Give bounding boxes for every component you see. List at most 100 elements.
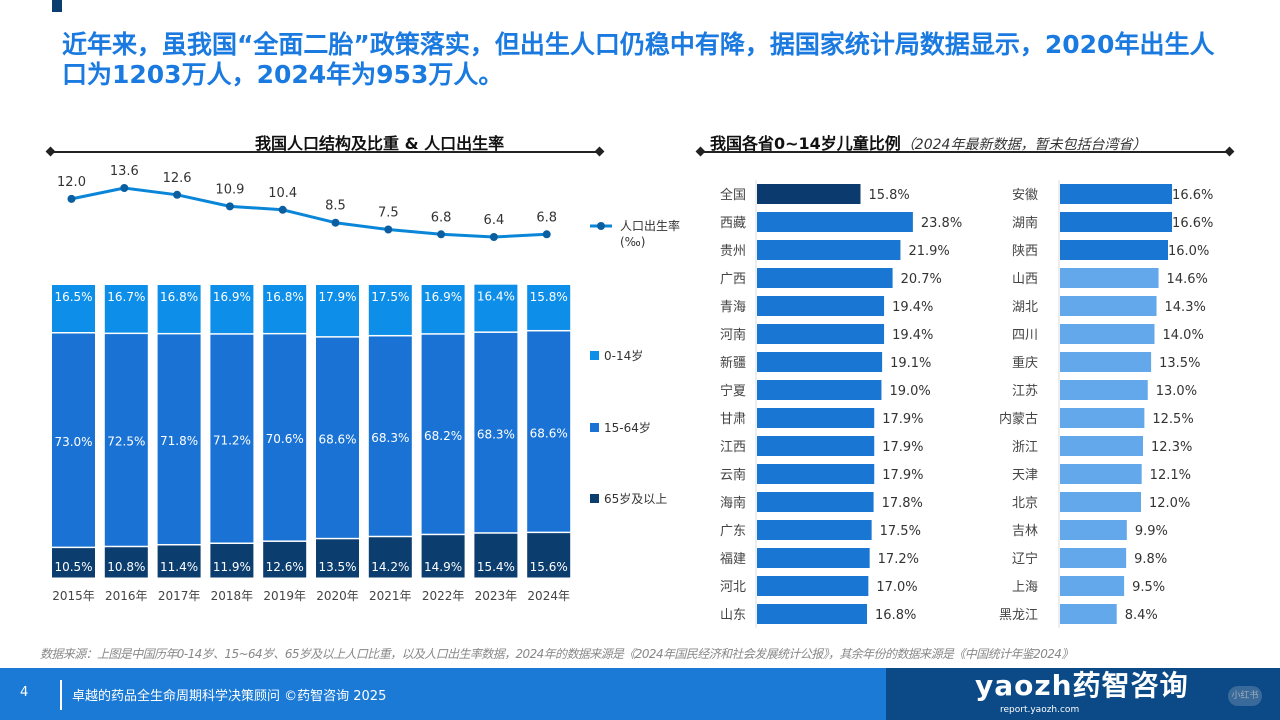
value-label: 13.5% bbox=[1159, 356, 1200, 371]
legend-unit: (‰) bbox=[620, 235, 645, 249]
province-label: 广东 bbox=[720, 524, 746, 539]
bar-label: 10.8% bbox=[107, 560, 145, 574]
x-tick-label: 2024年 bbox=[527, 589, 570, 603]
line-label: 10.4 bbox=[268, 186, 297, 201]
value-label: 17.2% bbox=[878, 552, 919, 567]
divider bbox=[50, 151, 600, 153]
bar-label: 10.5% bbox=[54, 560, 92, 574]
value-label: 21.9% bbox=[908, 244, 949, 259]
province-label: 安徽 bbox=[1012, 188, 1038, 203]
footer: 4 卓越的药品全生命周期科学决策顾问 ©药智咨询 2025 yaozh药智咨询 … bbox=[0, 668, 1280, 720]
line-point bbox=[173, 190, 182, 199]
province-label: 海南 bbox=[720, 495, 746, 511]
province-label: 河北 bbox=[720, 580, 746, 595]
bar-label: 71.8% bbox=[160, 434, 198, 448]
value-label: 12.3% bbox=[1151, 440, 1192, 455]
province-bar bbox=[757, 184, 861, 204]
bar-segment bbox=[210, 544, 254, 578]
province-bar bbox=[757, 268, 893, 288]
bar-segment bbox=[368, 336, 412, 536]
province-label: 山东 bbox=[720, 608, 746, 623]
province-bar bbox=[1060, 212, 1173, 232]
province-label: 湖南 bbox=[1012, 215, 1038, 231]
left-chart-title: 我国人口结构及比重 & 人口出生率 bbox=[255, 134, 505, 153]
province-bar bbox=[757, 464, 875, 484]
value-label: 16.8% bbox=[875, 608, 916, 623]
province-label: 北京 bbox=[1012, 496, 1038, 511]
x-tick-label: 2021年 bbox=[369, 589, 412, 603]
value-label: 19.4% bbox=[892, 328, 933, 343]
divider bbox=[700, 151, 1230, 153]
province-label: 福建 bbox=[720, 552, 746, 567]
line-label: 8.5 bbox=[325, 199, 346, 214]
top-marker bbox=[52, 0, 62, 12]
value-label: 19.1% bbox=[890, 356, 931, 371]
population-structure-chart: 10.5% 73.0% 16.5% 2015年 10.8% 72.5% 16.7% 2016年… bbox=[52, 164, 680, 603]
province-label: 天津 bbox=[1012, 468, 1038, 483]
province-bar bbox=[1060, 576, 1125, 596]
province-bar bbox=[1060, 604, 1117, 624]
bar-label: 11.9% bbox=[213, 560, 251, 574]
right-chart-title: 我国各省0~14岁儿童比例（2024年最新数据，暂未包括台湾省） bbox=[710, 130, 1146, 154]
legend-marker bbox=[597, 222, 605, 230]
x-tick-label: 2016年 bbox=[105, 589, 148, 603]
value-label: 16.6% bbox=[1172, 188, 1213, 203]
bar-segment bbox=[263, 285, 307, 333]
bar-label: 16.9% bbox=[424, 290, 462, 304]
bar-label: 68.6% bbox=[318, 432, 356, 446]
bar-label: 16.8% bbox=[266, 290, 304, 304]
value-label: 12.5% bbox=[1152, 412, 1193, 427]
x-tick-label: 2022年 bbox=[422, 589, 465, 603]
data-source: 数据来源：上图是中国历年0-14岁、15~64岁、65岁及以上人口比重，以及人口… bbox=[40, 647, 1073, 661]
line-label: 6.4 bbox=[484, 213, 505, 228]
logo-url: report.yaozh.com bbox=[1000, 705, 1080, 715]
province-bar bbox=[1060, 548, 1127, 568]
bar-label: 70.6% bbox=[266, 432, 304, 446]
province-label: 四川 bbox=[1012, 328, 1038, 343]
value-label: 14.0% bbox=[1163, 328, 1204, 343]
birth-rate-line bbox=[71, 186, 547, 239]
value-label: 14.6% bbox=[1167, 272, 1208, 287]
xiaohongshu-badge: 小红书 bbox=[1228, 686, 1262, 706]
province-label: 广西 bbox=[720, 272, 746, 287]
value-label: 9.5% bbox=[1132, 580, 1165, 595]
bar-segment bbox=[52, 333, 95, 547]
bar-segment bbox=[474, 533, 518, 578]
bar-segment bbox=[52, 548, 95, 578]
province-label: 湖北 bbox=[1012, 300, 1038, 315]
bar-segment bbox=[527, 331, 571, 532]
bar-segment bbox=[527, 533, 571, 578]
province-label: 江西 bbox=[720, 440, 746, 455]
bar-label: 68.3% bbox=[477, 427, 515, 441]
bar-label: 72.5% bbox=[107, 435, 145, 449]
bar-segment bbox=[474, 284, 518, 332]
province-label: 江苏 bbox=[1012, 383, 1038, 399]
value-label: 8.4% bbox=[1125, 608, 1158, 623]
province-bar bbox=[1060, 352, 1152, 372]
x-tick-label: 2020年 bbox=[316, 589, 359, 603]
value-label: 19.4% bbox=[892, 300, 933, 315]
line-label: 6.8 bbox=[536, 210, 557, 225]
province-label: 青海 bbox=[720, 300, 746, 315]
line-point bbox=[331, 218, 340, 227]
legend-swatch bbox=[590, 423, 599, 432]
line-label: 10.9 bbox=[215, 182, 244, 197]
province-bar bbox=[1060, 268, 1159, 288]
headline: 近年来，虽我国“全面二胎”政策落实，但出生人口仍稳中有降，据国家统计局数据显示，… bbox=[62, 30, 1215, 89]
province-bar bbox=[1060, 464, 1142, 484]
bar-segment bbox=[104, 334, 148, 546]
legend-label: 65岁及以上 bbox=[604, 491, 667, 506]
province-label: 河南 bbox=[720, 327, 746, 343]
line-label: 6.8 bbox=[431, 210, 452, 225]
page-number: 4 bbox=[20, 685, 29, 700]
province-bar bbox=[757, 352, 883, 372]
bar-label: 11.4% bbox=[160, 560, 198, 574]
province-children-chart: 全国 15.8% 西藏 23.8% 贵州 21.9% 广西 20.7% 青海 19.4% 河南 19.… bbox=[720, 180, 1213, 628]
bar-segment bbox=[104, 547, 148, 578]
province-bar bbox=[1060, 408, 1145, 428]
value-label: 12.1% bbox=[1150, 468, 1191, 483]
province-bar bbox=[757, 408, 875, 428]
province-bar bbox=[757, 604, 868, 624]
province-label: 吉林 bbox=[1012, 524, 1038, 539]
bar-label: 15.4% bbox=[477, 560, 515, 574]
